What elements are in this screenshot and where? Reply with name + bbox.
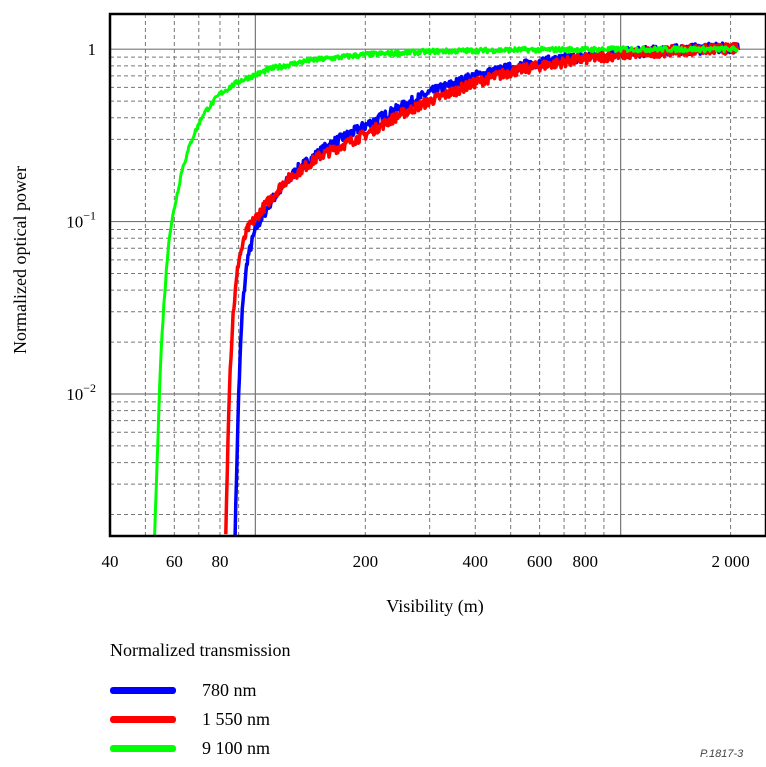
x-tick-label: 600 [527, 552, 553, 571]
series-line [224, 41, 740, 535]
y-tick-labels: 1 10−1 10−2 [66, 40, 96, 404]
legend-label: 1 550 nm [202, 708, 271, 729]
legend-title: Normalized transmission [110, 640, 291, 660]
x-tick-label: 2 000 [711, 552, 749, 571]
y-tick-label: 10−2 [66, 381, 96, 404]
y-tick-label: 1 [88, 40, 97, 59]
y-tick-label: 10−1 [66, 209, 96, 232]
x-axis-title: Visibility (m) [386, 596, 483, 617]
series-line [153, 45, 739, 537]
legend-swatch [110, 686, 176, 694]
plot-frame [108, 12, 766, 538]
legend-item: 9 100 nm [110, 736, 270, 760]
legend-item: 1 550 nm [110, 707, 270, 731]
legend-label: 9 100 nm [202, 737, 271, 758]
series-line [233, 41, 741, 537]
x-tick-label: 80 [211, 552, 228, 571]
x-tick-label: 400 [463, 552, 489, 571]
x-tick-label: 60 [166, 552, 183, 571]
x-tick-label: 200 [353, 552, 379, 571]
legend-label: 780 nm [202, 679, 257, 700]
figure-id: P.1817-3 [700, 748, 744, 760]
legend-swatch [110, 715, 176, 723]
legend-swatch [110, 744, 176, 752]
legend-item: 780 nm [110, 678, 257, 702]
x-tick-labels: 40 60 80 200 400 600 800 2 000 [102, 552, 750, 571]
x-tick-label: 40 [102, 552, 119, 571]
series-layer [153, 41, 741, 537]
y-axis-title: Normalized optical power [10, 166, 30, 354]
x-tick-label: 800 [572, 552, 598, 571]
